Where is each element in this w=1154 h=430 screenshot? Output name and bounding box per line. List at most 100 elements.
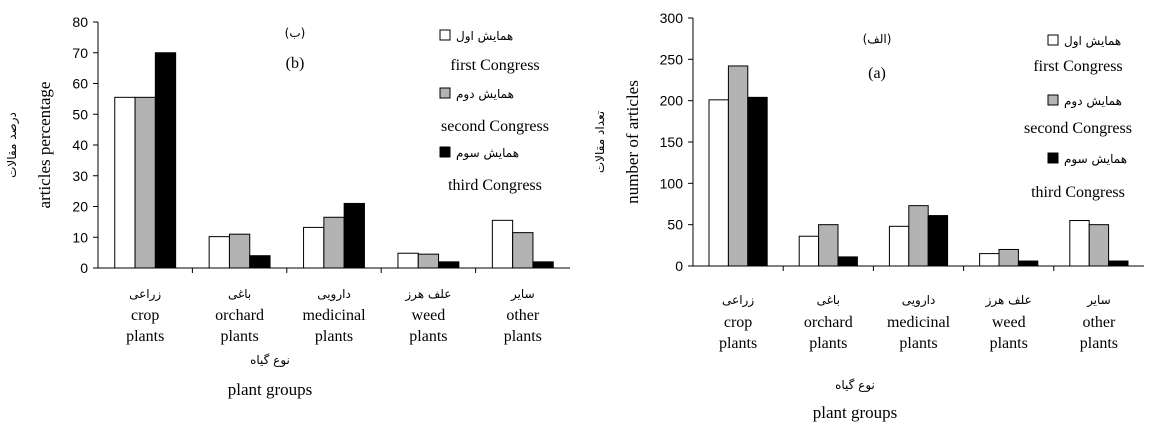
category-label-fa: سایر [1086, 293, 1111, 308]
category-label-fa: باغی [817, 293, 840, 307]
category-label: plants [126, 328, 164, 345]
y-tick-label: 200 [660, 93, 684, 109]
category-label-fa: سایر [510, 287, 535, 302]
x-axis-title: plant groups [228, 380, 313, 399]
bar-third-congress [927, 215, 949, 267]
category-label: plants [990, 335, 1028, 352]
chart-panel-a: 0 50 100 150 200 250 300 زراعی crop plants باغی orc… [593, 10, 1144, 422]
bar-first-congress [208, 236, 230, 269]
x-axis-title-fa: نوع گیاه [250, 353, 290, 368]
category-label: plants [409, 328, 447, 345]
y-tick-label: 50 [72, 106, 88, 122]
legend-swatch [439, 87, 451, 99]
bar-second-congress [228, 233, 251, 269]
category-label-fa: باغی [228, 287, 251, 301]
category-label-fa: دارویی [902, 293, 936, 308]
y-tick-label: 60 [72, 76, 88, 92]
y-tick-label: 40 [72, 137, 88, 153]
bar-third-congress [747, 96, 768, 267]
bar-first-congress [114, 96, 136, 269]
category-label-fa: دارویی [317, 287, 351, 302]
legend-swatch [1047, 152, 1059, 164]
legend-swatch [439, 29, 451, 41]
category-label: plants [809, 335, 847, 352]
bar-third-congress [1017, 260, 1039, 267]
legend-label: third Congress [1031, 184, 1125, 201]
y-tick-label: 100 [660, 175, 684, 191]
legend-label: second Congress [1024, 120, 1132, 137]
bar-first-congress [491, 219, 514, 269]
bar-second-congress [417, 253, 440, 269]
category-label: plants [719, 335, 757, 352]
bar-second-congress [998, 248, 1019, 267]
category-label-fa: زراعی [129, 287, 161, 302]
bar-third-congress [438, 261, 460, 269]
legend-swatch [1047, 34, 1059, 46]
category-label: plants [899, 335, 937, 352]
y-tick-label: 0 [80, 260, 88, 276]
bar-second-congress [1088, 224, 1110, 267]
panel-label: (b) [286, 55, 305, 72]
legend-label-fa: همایش سوم [1064, 152, 1127, 167]
category-label: plants [1080, 335, 1118, 352]
bar-second-congress [323, 216, 345, 269]
bar-first-congress [303, 226, 325, 269]
bar-first-congress [1069, 220, 1090, 267]
category-label: weed [412, 307, 446, 324]
category-label: medicinal [302, 307, 366, 324]
category-label: other [1082, 314, 1116, 331]
y-tick-label: 50 [667, 217, 683, 233]
category-label: medicinal [887, 314, 951, 331]
bar-second-congress [908, 205, 929, 267]
category-label: crop [131, 307, 159, 324]
y-axis-title: number of articles [623, 80, 642, 204]
category-label-fa: زراعی [722, 293, 754, 308]
bar-third-congress [249, 255, 271, 269]
bar-third-congress [343, 202, 365, 269]
category-label: crop [724, 314, 752, 331]
y-tick-label: 0 [675, 258, 683, 274]
y-tick-label: 300 [660, 10, 684, 26]
x-axis-title: plant groups [813, 403, 898, 422]
legend-label: first Congress [450, 57, 539, 74]
legend-label-fa: همایش دوم [456, 87, 514, 102]
bar-third-congress [154, 52, 177, 269]
category-label: orchard [804, 314, 853, 331]
legend-label-fa: همایش سوم [456, 146, 519, 161]
y-tick-label: 10 [72, 229, 88, 245]
bar-second-congress [818, 224, 839, 267]
y-axis-title-fa: درصد مقالات [5, 112, 20, 178]
category-label: other [506, 307, 540, 324]
chart-panel-b: 0 10 20 30 40 50 60 70 80 زراعی crop plants باغی orch… [5, 14, 570, 399]
category-label-fa: علف هرز [985, 293, 1032, 308]
bar-first-congress [979, 253, 1000, 267]
bar-first-congress [708, 99, 729, 267]
panel-label-fa: (ب) [285, 26, 306, 40]
legend-label: second Congress [441, 118, 549, 135]
y-tick-label: 150 [660, 134, 684, 150]
bar-third-congress [532, 261, 554, 269]
x-axis-title-fa: نوع گیاه [835, 378, 875, 393]
bar-second-congress [512, 232, 534, 269]
y-tick-label: 70 [72, 45, 88, 61]
panel-label: (a) [868, 65, 886, 82]
y-axis-title-fa: تعداد مقالات [593, 111, 607, 173]
y-tick-label: 30 [72, 168, 88, 184]
bar-first-congress [798, 235, 820, 267]
legend-label-fa: همایش اول [1064, 34, 1121, 49]
legend-swatch [439, 146, 451, 158]
category-label: plants [315, 328, 353, 345]
legend-label: first Congress [1033, 58, 1122, 75]
legend-label-fa: همایش دوم [1064, 94, 1122, 109]
legend-label-fa: همایش اول [456, 29, 513, 44]
category-label: plants [220, 328, 258, 345]
category-label-fa: علف هرز [404, 287, 451, 302]
y-tick-label: 80 [72, 14, 88, 30]
bar-second-congress [134, 96, 156, 269]
category-label: plants [504, 328, 542, 345]
legend-swatch [1047, 94, 1059, 106]
y-tick-label: 20 [72, 199, 88, 215]
legend-label: third Congress [448, 177, 542, 194]
category-label: weed [992, 314, 1026, 331]
